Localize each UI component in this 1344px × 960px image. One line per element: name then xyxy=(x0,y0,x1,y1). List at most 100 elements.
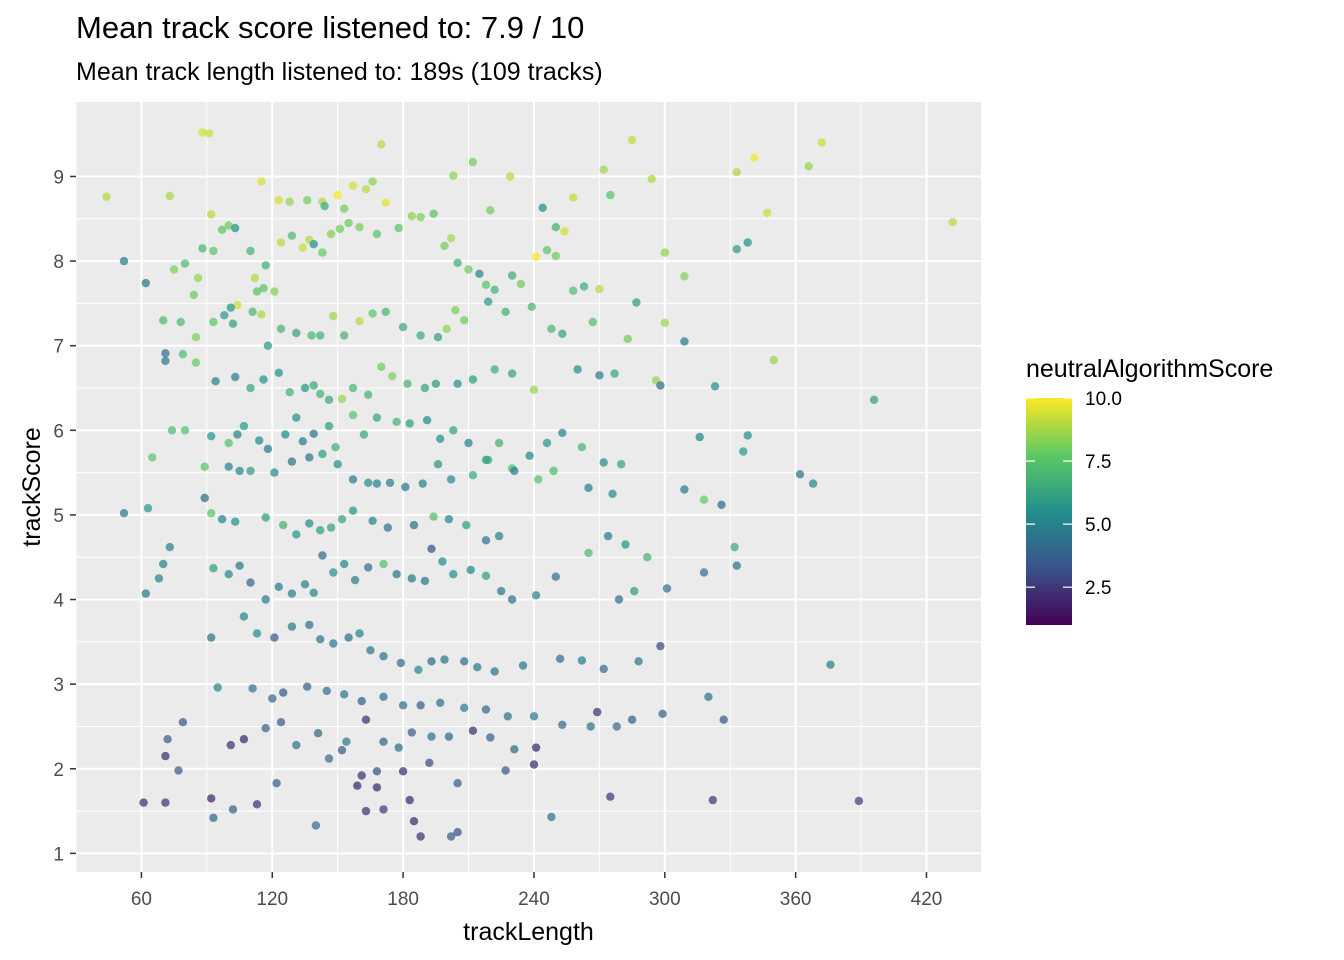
data-point xyxy=(372,479,382,488)
data-point xyxy=(481,280,491,289)
data-point xyxy=(161,349,170,358)
data-point xyxy=(453,258,462,267)
data-point xyxy=(368,516,377,525)
x-tick-label: 180 xyxy=(387,889,419,910)
data-point xyxy=(335,224,345,234)
y-tick-label: 5 xyxy=(53,506,64,527)
data-point xyxy=(542,245,552,255)
data-point xyxy=(209,564,218,573)
data-point xyxy=(372,767,382,776)
data-point xyxy=(176,317,185,327)
data-point xyxy=(481,705,491,714)
data-point xyxy=(510,466,519,476)
data-point xyxy=(340,331,349,340)
data-point xyxy=(438,557,447,566)
data-point xyxy=(263,444,273,454)
data-point xyxy=(379,805,388,814)
data-point xyxy=(235,466,244,476)
data-point xyxy=(191,333,201,342)
data-point xyxy=(361,806,371,816)
data-point xyxy=(169,265,179,274)
data-point xyxy=(630,586,639,596)
data-point xyxy=(274,582,283,591)
data-point xyxy=(252,800,262,809)
data-point xyxy=(239,612,249,621)
data-point xyxy=(497,586,506,596)
data-point xyxy=(224,221,233,230)
data-point xyxy=(569,286,578,295)
data-point xyxy=(353,781,362,790)
data-point xyxy=(261,513,270,522)
data-point xyxy=(228,319,238,328)
data-point xyxy=(337,394,347,404)
legend-colorbar xyxy=(1026,398,1072,625)
data-point xyxy=(318,449,327,459)
data-point xyxy=(732,245,741,254)
data-point xyxy=(531,252,541,261)
data-point xyxy=(226,303,235,312)
data-point xyxy=(298,437,307,446)
data-point xyxy=(381,198,390,207)
data-point xyxy=(446,475,456,484)
x-tick-label: 120 xyxy=(256,889,288,910)
data-point xyxy=(634,657,643,666)
data-point xyxy=(235,561,244,570)
data-point xyxy=(449,426,458,435)
data-point xyxy=(180,259,190,268)
y-tick-label: 8 xyxy=(53,252,64,273)
data-point xyxy=(364,478,373,487)
data-point xyxy=(507,595,517,604)
data-point xyxy=(204,129,214,138)
data-point xyxy=(429,209,438,218)
data-point xyxy=(161,798,170,807)
data-point xyxy=(442,324,451,333)
data-point xyxy=(163,735,172,744)
data-point xyxy=(551,251,560,261)
chart-subtitle: Mean track length listened to: 189s (109… xyxy=(76,58,603,86)
data-point xyxy=(569,193,578,202)
legend-tick-label: 5.0 xyxy=(1085,515,1111,536)
data-point xyxy=(795,470,805,479)
data-point xyxy=(217,515,227,524)
data-point xyxy=(292,530,301,539)
data-point xyxy=(416,331,425,340)
data-point xyxy=(207,509,216,518)
data-point xyxy=(501,307,510,316)
data-point xyxy=(464,438,473,448)
data-point xyxy=(486,206,495,215)
data-point xyxy=(436,698,445,707)
data-point xyxy=(189,290,198,300)
data-point xyxy=(606,792,615,801)
data-point xyxy=(309,588,318,597)
data-point xyxy=(224,438,233,448)
data-point xyxy=(699,495,709,504)
data-point xyxy=(165,542,174,552)
data-point xyxy=(322,686,331,696)
data-point xyxy=(717,500,726,509)
data-point xyxy=(261,595,270,604)
data-point xyxy=(350,575,360,585)
data-point xyxy=(292,328,301,338)
data-point xyxy=(826,660,835,669)
data-point xyxy=(516,279,526,289)
data-point xyxy=(287,457,297,466)
data-point xyxy=(259,375,268,384)
data-point xyxy=(398,322,408,332)
data-point xyxy=(719,715,728,724)
data-point xyxy=(680,272,689,281)
data-point xyxy=(292,413,301,422)
data-point xyxy=(337,746,347,755)
data-point xyxy=(407,212,416,221)
data-point xyxy=(490,667,499,676)
data-point xyxy=(252,287,262,296)
data-point xyxy=(372,229,382,239)
data-point xyxy=(468,375,478,384)
data-point xyxy=(148,453,157,462)
data-point xyxy=(627,135,637,145)
data-point xyxy=(198,244,207,253)
data-point xyxy=(440,241,449,250)
data-point xyxy=(418,479,427,488)
data-point xyxy=(279,688,288,697)
plot-panel xyxy=(76,102,981,872)
data-point xyxy=(285,388,294,397)
